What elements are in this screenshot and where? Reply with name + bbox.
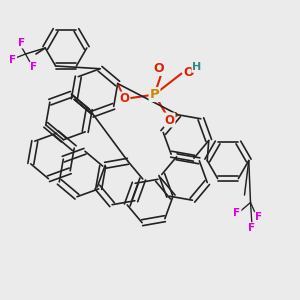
Text: F: F [30,62,37,73]
Text: H: H [193,62,202,72]
Text: F: F [233,208,241,218]
Text: O: O [153,62,164,75]
Text: O: O [184,65,194,79]
Text: P: P [150,88,159,101]
Text: F: F [18,38,25,48]
Text: O: O [164,113,175,127]
Text: F: F [248,223,256,233]
Text: F: F [9,55,16,65]
Text: O: O [119,92,130,106]
Text: F: F [255,212,262,223]
